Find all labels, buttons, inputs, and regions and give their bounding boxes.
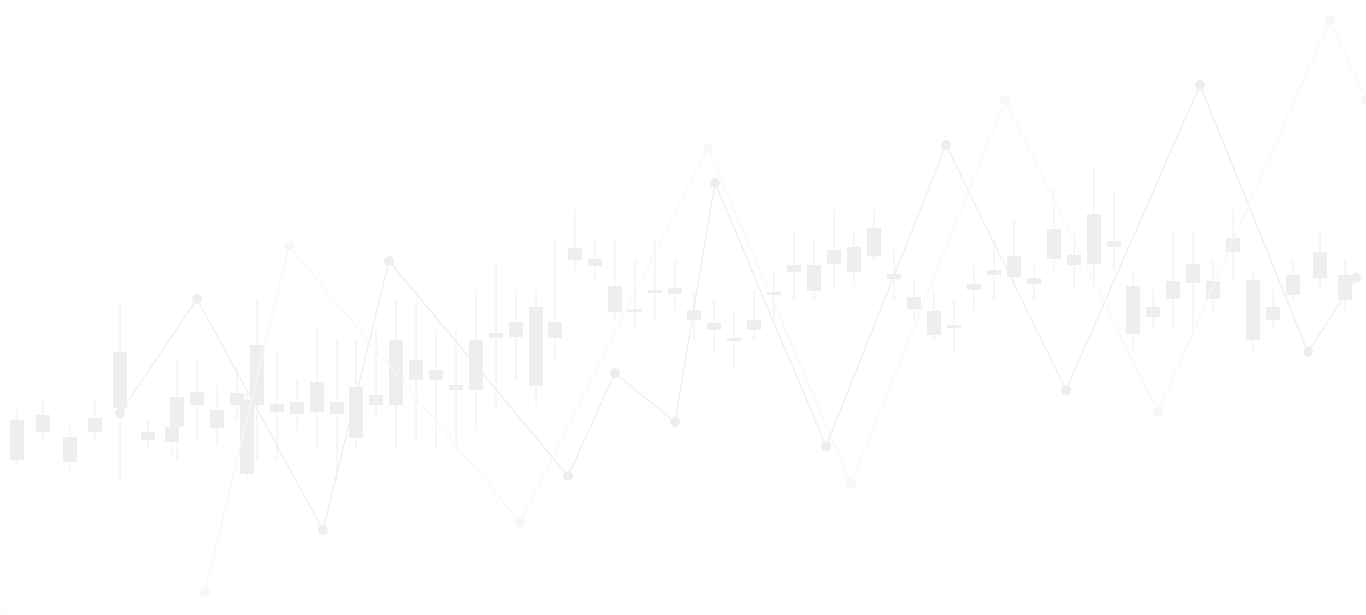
marker [1303, 347, 1313, 357]
candle-body [369, 395, 383, 405]
candle-body [113, 352, 127, 408]
candle-body [747, 320, 761, 330]
candle-body [1107, 241, 1121, 247]
marker [200, 587, 210, 597]
marker [284, 241, 294, 251]
candle-body [88, 418, 102, 432]
candle-body [290, 402, 304, 414]
candle-body [987, 270, 1001, 275]
marker [710, 178, 720, 188]
candle-wick [575, 210, 576, 270]
candle-body [63, 437, 77, 462]
plot-area [10, 15, 1366, 597]
candle-body [170, 397, 184, 427]
candle-wick [436, 330, 437, 450]
candle-body [588, 259, 602, 266]
candle-body [867, 228, 881, 256]
y-axis [1, 1, 2, 615]
candle-body [648, 290, 662, 293]
candle-wick [1173, 230, 1174, 330]
line-series [115, 80, 1361, 535]
candle-body [1027, 278, 1041, 284]
candle-body [1126, 286, 1140, 334]
marker [1061, 385, 1071, 395]
line [120, 85, 1356, 530]
candle-body [210, 410, 224, 428]
chart [0, 0, 1366, 615]
candle-body [449, 385, 463, 390]
marker [384, 256, 394, 266]
candle-wick [376, 330, 377, 420]
line [205, 20, 1366, 592]
candle-body [1146, 307, 1160, 317]
candle-body [548, 322, 562, 338]
candle-body [409, 360, 423, 380]
candle-body [1186, 264, 1200, 283]
marker [563, 471, 573, 481]
candle-wick [1014, 220, 1015, 290]
candle-body [190, 392, 204, 405]
candle-body [389, 340, 403, 405]
candle-body [310, 382, 324, 412]
marker [192, 294, 202, 304]
candle-body [330, 402, 344, 414]
candle-body [1087, 214, 1101, 264]
candle-body [529, 307, 543, 386]
marker [703, 143, 713, 153]
candle-body [1286, 275, 1300, 295]
candle-body [36, 415, 50, 432]
marker [1361, 95, 1366, 105]
marker [610, 368, 620, 378]
candle-body [967, 284, 981, 290]
marker [515, 517, 525, 527]
marker [821, 441, 831, 451]
candle-wick [754, 290, 755, 340]
marker [1195, 80, 1205, 90]
candle-body [10, 420, 24, 460]
candle-body [1266, 307, 1280, 320]
candle-body [141, 432, 155, 440]
candle-body [847, 247, 861, 272]
candle-body [907, 297, 921, 309]
candle-body [1166, 281, 1180, 299]
candle-body [927, 311, 941, 335]
candle-body [807, 265, 821, 291]
candle-body [787, 265, 801, 272]
candle-body [165, 427, 179, 442]
marker [846, 479, 856, 489]
line-series [200, 15, 1366, 597]
candles [10, 165, 1352, 480]
candle-body [628, 309, 642, 312]
candle-body [827, 250, 841, 264]
candle-body [1246, 280, 1260, 340]
candle-body [568, 248, 582, 260]
candle-body [1313, 252, 1327, 278]
marker [318, 525, 328, 535]
candle-wick [675, 260, 676, 310]
marker [115, 408, 125, 418]
candle-body [489, 333, 503, 338]
candle-body [429, 370, 443, 380]
marker [1153, 407, 1163, 417]
candle-body [509, 322, 523, 337]
candle-body [727, 338, 741, 341]
marker [670, 417, 680, 427]
candle-wick [1114, 190, 1115, 270]
candle-body [1047, 229, 1061, 259]
candle-body [608, 286, 622, 312]
marker [1325, 15, 1335, 25]
axis-line [1, 1, 2, 615]
marker [941, 140, 951, 150]
candle-body [947, 325, 961, 328]
candle-body [270, 404, 284, 412]
candle-body [668, 288, 682, 294]
marker [1351, 273, 1361, 283]
candle-body [707, 323, 721, 330]
candle-body [1067, 255, 1081, 265]
marker [1000, 95, 1010, 105]
candle-wick [555, 240, 556, 360]
